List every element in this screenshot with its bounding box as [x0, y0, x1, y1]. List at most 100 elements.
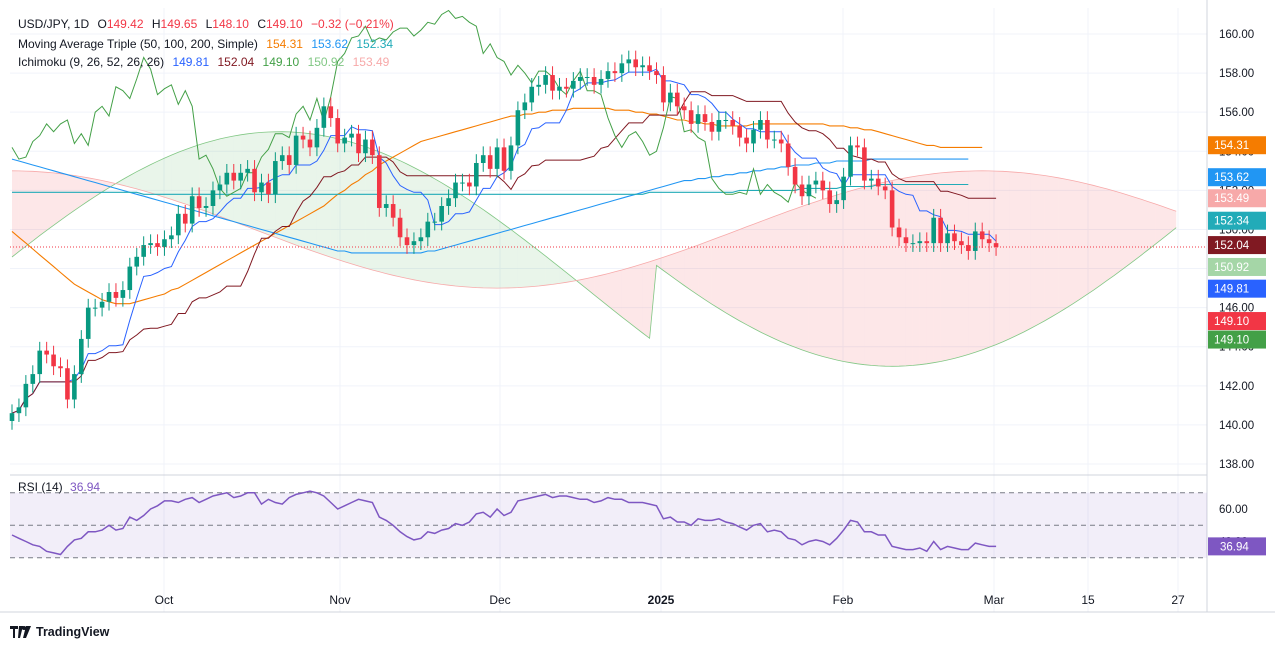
cloud-segment	[81, 176, 89, 206]
cloud-segment	[510, 229, 518, 288]
cloud-segment	[746, 224, 754, 329]
cloud-segment	[580, 278, 588, 290]
time-tick-label: 2025	[648, 593, 675, 607]
candle	[245, 168, 250, 173]
time-tick-label: Dec	[489, 593, 510, 607]
cloud-segment	[1079, 182, 1087, 300]
candle	[210, 190, 216, 206]
candle	[515, 110, 521, 146]
cloud-segment	[309, 133, 317, 253]
candle	[293, 135, 299, 165]
cloud-segment	[753, 221, 761, 332]
cloud-segment	[254, 132, 262, 233]
cloud-segment	[1030, 173, 1038, 329]
cloud-segment	[1002, 171, 1010, 342]
cloud-segment	[351, 142, 359, 267]
cloud-segment	[164, 155, 172, 200]
cloud-segment	[171, 152, 179, 202]
cloud-segment	[822, 197, 830, 359]
candle	[30, 374, 36, 384]
cloud-segment	[157, 158, 165, 198]
cloud-segment	[857, 187, 865, 365]
cloud-segment	[878, 182, 886, 367]
candle	[92, 307, 98, 309]
candle	[674, 92, 680, 107]
span-a-line	[11, 131, 1177, 367]
cloud-segment	[365, 146, 373, 270]
span-b-value: 153.49	[352, 55, 390, 69]
candle	[259, 182, 264, 193]
price-tick-label: 140.00	[1219, 420, 1254, 432]
price-badge-label: 152.34	[1214, 216, 1250, 228]
tradingview-logo[interactable]: TradingView	[10, 625, 109, 639]
candle	[85, 307, 91, 339]
candle	[959, 241, 964, 246]
cloud-segment	[261, 131, 269, 235]
candle	[189, 196, 195, 224]
cloud-segment	[642, 261, 650, 339]
cloud-segment	[400, 160, 408, 279]
cloud-segment	[1127, 194, 1135, 266]
candle	[993, 243, 999, 248]
cloud-segment	[1120, 192, 1128, 271]
cloud-segment	[12, 170, 19, 258]
cloud-segment	[760, 218, 768, 336]
candle	[453, 182, 458, 199]
candle	[882, 186, 888, 191]
candle	[813, 180, 819, 185]
candle	[286, 155, 292, 165]
ma100-line	[11, 158, 969, 254]
cloud-segment	[815, 199, 823, 357]
cloud-segment	[219, 137, 227, 219]
cloud-segment	[545, 256, 553, 286]
candle	[176, 213, 181, 236]
candle	[869, 178, 874, 181]
cloud-segment	[1009, 171, 1017, 339]
cloud-segment	[413, 167, 421, 282]
candle	[238, 172, 243, 181]
candle	[266, 182, 271, 195]
candle	[106, 292, 112, 302]
cloud-segment	[483, 209, 491, 289]
rsi-tick-label: 60.00	[1219, 504, 1248, 516]
cloud-segment	[601, 273, 608, 306]
cloud-segment	[566, 272, 574, 283]
candle	[134, 256, 140, 267]
kijun-line	[11, 91, 997, 414]
cloud-segment	[178, 149, 186, 205]
candle	[162, 239, 167, 248]
rsi-badge	[1208, 537, 1266, 556]
candle	[966, 245, 971, 251]
cloud-segment	[621, 268, 629, 323]
cloud-segment	[490, 214, 498, 289]
time-tick-label: Mar	[984, 593, 1005, 607]
price-badge	[1208, 211, 1266, 230]
cloud-segment	[129, 171, 137, 189]
candle	[557, 86, 562, 91]
ichimoku-label: Ichimoku (9, 26, 52, 26, 26)	[18, 55, 165, 69]
tradingview-brand: TradingView	[36, 625, 110, 639]
candle	[654, 71, 659, 76]
time-tick-label: Nov	[329, 593, 350, 607]
candle	[688, 110, 694, 124]
candle	[737, 125, 742, 138]
candle	[806, 184, 812, 197]
candle	[522, 102, 528, 111]
cloud-segment	[531, 245, 539, 287]
axes: 160.00158.00156.00154.00152.00150.00148.…	[155, 29, 1266, 607]
cloud-segment	[407, 164, 414, 280]
cloud-segment	[1093, 185, 1101, 291]
cloud-segment	[1141, 199, 1149, 255]
candle	[730, 120, 736, 126]
lagging-value: 149.10	[262, 55, 300, 69]
candle	[584, 77, 590, 78]
cloud-segment	[1058, 177, 1066, 313]
cloud-segment	[919, 174, 927, 365]
cloud-segment	[1148, 201, 1156, 250]
cloud-segment	[192, 144, 200, 209]
cloud-segment	[663, 254, 671, 276]
ma100-value: 153.62	[311, 37, 349, 51]
candle	[342, 137, 347, 144]
candle	[328, 106, 334, 119]
candle	[418, 237, 424, 242]
